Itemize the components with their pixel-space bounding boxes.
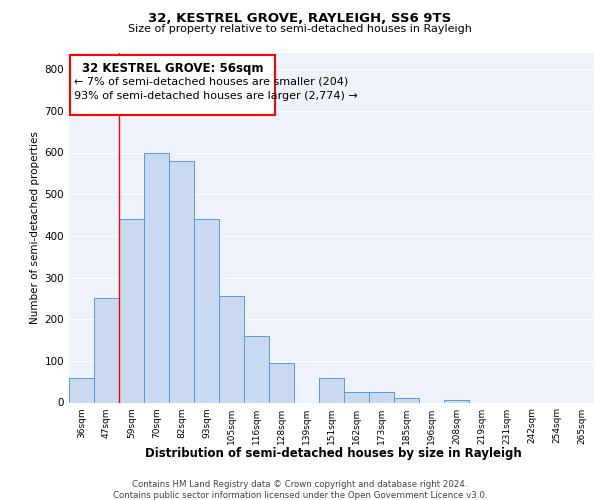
Text: 32 KESTREL GROVE: 56sqm: 32 KESTREL GROVE: 56sqm xyxy=(82,62,263,75)
Bar xyxy=(219,296,244,403)
Bar xyxy=(444,400,469,402)
Bar xyxy=(369,392,394,402)
Bar xyxy=(144,152,169,402)
Bar xyxy=(119,219,144,402)
Bar xyxy=(269,363,294,403)
Bar xyxy=(344,392,369,402)
Bar xyxy=(394,398,419,402)
Bar xyxy=(194,219,219,402)
Y-axis label: Number of semi-detached properties: Number of semi-detached properties xyxy=(31,131,40,324)
Bar xyxy=(69,378,94,402)
Bar xyxy=(94,298,119,403)
Text: 32, KESTREL GROVE, RAYLEIGH, SS6 9TS: 32, KESTREL GROVE, RAYLEIGH, SS6 9TS xyxy=(148,12,452,26)
Bar xyxy=(169,161,194,402)
Bar xyxy=(244,336,269,402)
Text: Size of property relative to semi-detached houses in Rayleigh: Size of property relative to semi-detach… xyxy=(128,24,472,34)
Text: Distribution of semi-detached houses by size in Rayleigh: Distribution of semi-detached houses by … xyxy=(145,448,521,460)
Text: Contains public sector information licensed under the Open Government Licence v3: Contains public sector information licen… xyxy=(113,491,487,500)
FancyBboxPatch shape xyxy=(70,54,275,115)
Text: ← 7% of semi-detached houses are smaller (204): ← 7% of semi-detached houses are smaller… xyxy=(74,76,348,86)
Bar xyxy=(319,378,344,402)
Text: 93% of semi-detached houses are larger (2,774) →: 93% of semi-detached houses are larger (… xyxy=(74,91,358,101)
Text: Contains HM Land Registry data © Crown copyright and database right 2024.: Contains HM Land Registry data © Crown c… xyxy=(132,480,468,489)
